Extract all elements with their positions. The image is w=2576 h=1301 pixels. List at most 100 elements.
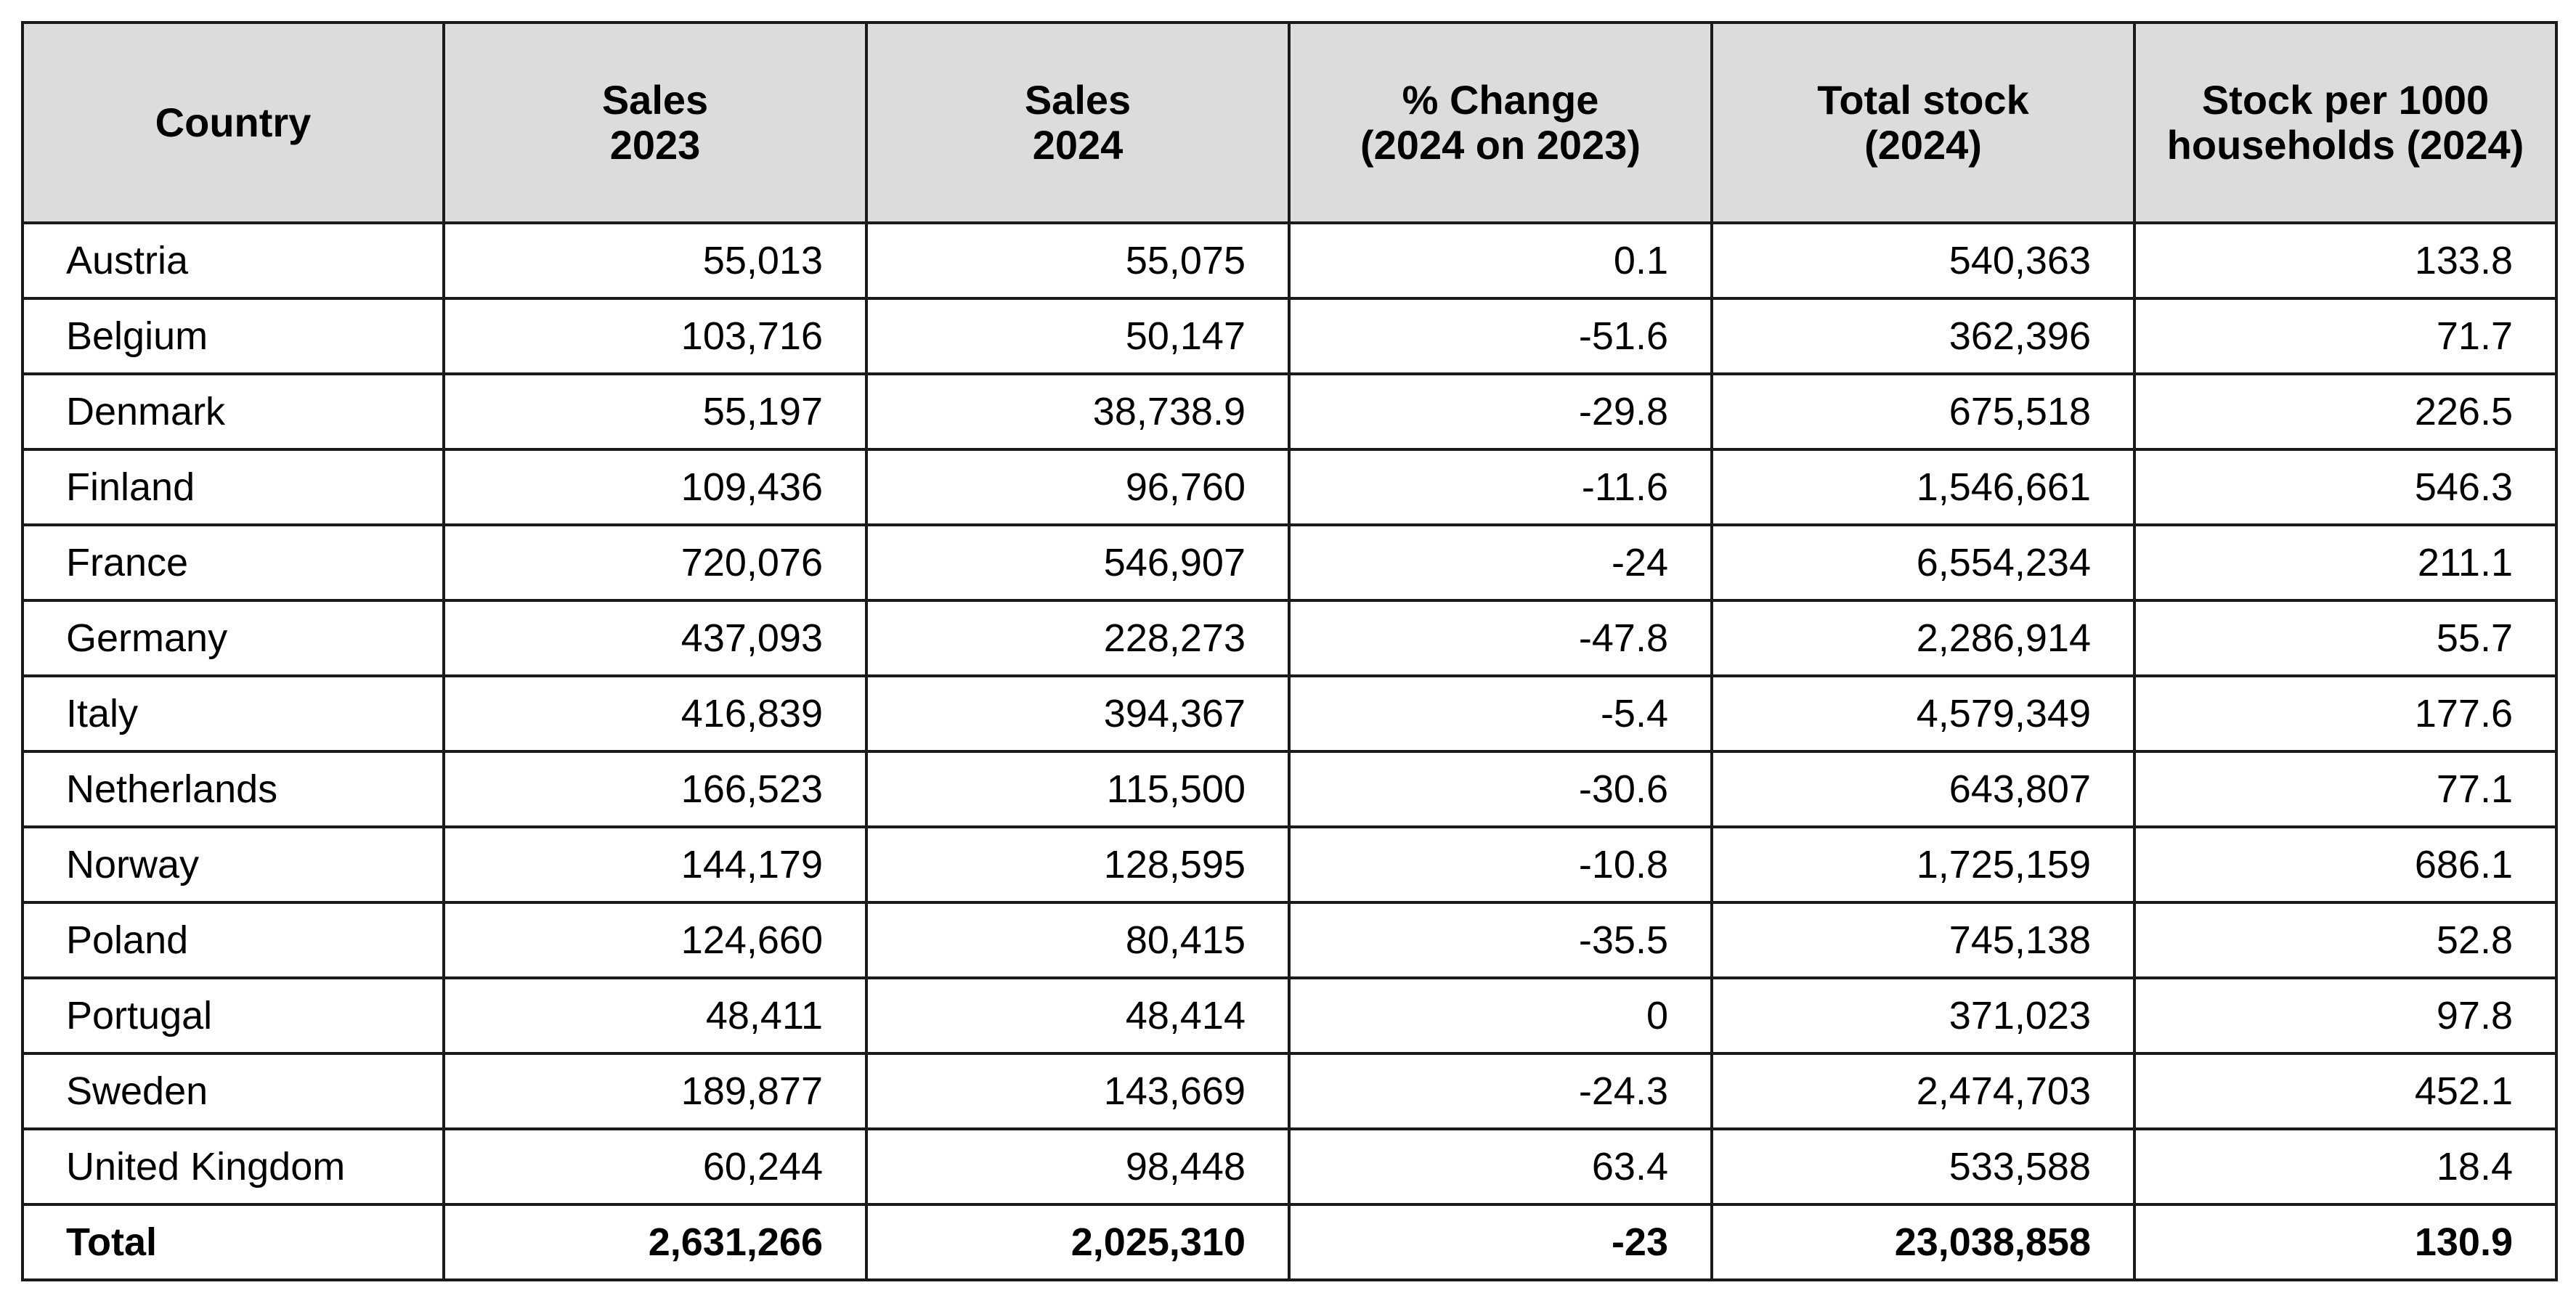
cell-sales-2024: 228,273 (865, 599, 1291, 677)
total-stock-per-1000: 130.9 (2133, 1203, 2558, 1281)
cell-sales-2024: 80,415 (865, 901, 1291, 979)
table-row: Italy 416,839 394,367 -5.4 4,579,349 177.6 (21, 674, 2558, 753)
cell-stock-per-1000: 177.6 (2133, 674, 2558, 753)
cell-stock-per-1000: 133.8 (2133, 221, 2558, 300)
cell-sales-2023: 124,660 (442, 901, 868, 979)
cell-sales-2024: 96,760 (865, 448, 1291, 526)
cell-total-stock: 675,518 (1710, 372, 2136, 451)
data-table-container: Country Sales 2023 Sales 2024 % Change (… (21, 21, 2558, 1281)
table-row: Norway 144,179 128,595 -10.8 1,725,159 686.1 (21, 825, 2558, 904)
cell-stock-per-1000: 546.3 (2133, 448, 2558, 526)
total-row: Total 2,631,266 2,025,310 -23 23,038,858… (21, 1203, 2558, 1281)
cell-percent-change: -47.8 (1288, 599, 1713, 677)
cell-sales-2024: 394,367 (865, 674, 1291, 753)
cell-percent-change: 0 (1288, 976, 1713, 1055)
cell-stock-per-1000: 71.7 (2133, 297, 2558, 375)
cell-sales-2023: 144,179 (442, 825, 868, 904)
cell-country: Belgium (21, 297, 445, 375)
cell-total-stock: 1,725,159 (1710, 825, 2136, 904)
cell-total-stock: 4,579,349 (1710, 674, 2136, 753)
cell-sales-2023: 189,877 (442, 1052, 868, 1130)
header-total-stock: Total stock (2024) (1710, 21, 2136, 224)
cell-total-stock: 1,546,661 (1710, 448, 2136, 526)
cell-total-stock: 533,588 (1710, 1127, 2136, 1206)
table-body: Austria 55,013 55,075 0.1 540,363 133.8 Belgiu… (21, 221, 2558, 1281)
cell-country: United Kingdom (21, 1127, 445, 1206)
cell-country: Sweden (21, 1052, 445, 1130)
table-row: Germany 437,093 228,273 -47.8 2,286,914 55.7 (21, 599, 2558, 677)
cell-total-stock: 2,474,703 (1710, 1052, 2136, 1130)
table-row: Portugal 48,411 48,414 0 371,023 97.8 (21, 976, 2558, 1055)
cell-percent-change: -51.6 (1288, 297, 1713, 375)
cell-sales-2023: 55,197 (442, 372, 868, 451)
table-row: Netherlands 166,523 115,500 -30.6 643,807 77.… (21, 750, 2558, 828)
cell-total-stock: 371,023 (1710, 976, 2136, 1055)
header-stock-per-1000: Stock per 1000 households (2024) (2133, 21, 2558, 224)
table-row: France 720,076 546,907 -24 6,554,234 211.1 (21, 523, 2558, 602)
cell-stock-per-1000: 226.5 (2133, 372, 2558, 451)
cell-stock-per-1000: 77.1 (2133, 750, 2558, 828)
cell-stock-per-1000: 686.1 (2133, 825, 2558, 904)
cell-percent-change: 0.1 (1288, 221, 1713, 300)
table-row: Poland 124,660 80,415 -35.5 745,138 52.8 (21, 901, 2558, 979)
cell-country: France (21, 523, 445, 602)
cell-percent-change: -24.3 (1288, 1052, 1713, 1130)
cell-stock-per-1000: 452.1 (2133, 1052, 2558, 1130)
cell-percent-change: 63.4 (1288, 1127, 1713, 1206)
cell-stock-per-1000: 97.8 (2133, 976, 2558, 1055)
cell-sales-2024: 55,075 (865, 221, 1291, 300)
table-row: Belgium 103,716 50,147 -51.6 362,396 71.7 (21, 297, 2558, 375)
header-sales-2023: Sales 2023 (442, 21, 868, 224)
header-row: Country Sales 2023 Sales 2024 % Change (… (21, 21, 2558, 224)
table-row: United Kingdom 60,244 98,448 63.4 533,588 18.… (21, 1127, 2558, 1206)
total-sales-2024: 2,025,310 (865, 1203, 1291, 1281)
total-percent-change: -23 (1288, 1203, 1713, 1281)
cell-sales-2023: 416,839 (442, 674, 868, 753)
cell-percent-change: -10.8 (1288, 825, 1713, 904)
table-row: Austria 55,013 55,075 0.1 540,363 133.8 (21, 221, 2558, 300)
header-sales-2024: Sales 2024 (865, 21, 1291, 224)
cell-country: Norway (21, 825, 445, 904)
cell-total-stock: 6,554,234 (1710, 523, 2136, 602)
cell-sales-2024: 115,500 (865, 750, 1291, 828)
cell-sales-2024: 50,147 (865, 297, 1291, 375)
cell-percent-change: -29.8 (1288, 372, 1713, 451)
cell-sales-2024: 38,738.9 (865, 372, 1291, 451)
cell-country: Portugal (21, 976, 445, 1055)
cell-stock-per-1000: 211.1 (2133, 523, 2558, 602)
table-row: Sweden 189,877 143,669 -24.3 2,474,703 452.1 (21, 1052, 2558, 1130)
cell-sales-2023: 103,716 (442, 297, 868, 375)
cell-country: Denmark (21, 372, 445, 451)
cell-sales-2024: 143,669 (865, 1052, 1291, 1130)
table-header: Country Sales 2023 Sales 2024 % Change (… (21, 21, 2558, 224)
table-row: Finland 109,436 96,760 -11.6 1,546,661 546.3 (21, 448, 2558, 526)
total-label: Total (21, 1203, 445, 1281)
cell-total-stock: 540,363 (1710, 221, 2136, 300)
table-row: Denmark 55,197 38,738.9 -29.8 675,518 226.5 (21, 372, 2558, 451)
cell-sales-2023: 109,436 (442, 448, 868, 526)
cell-sales-2024: 128,595 (865, 825, 1291, 904)
cell-percent-change: -5.4 (1288, 674, 1713, 753)
cell-stock-per-1000: 52.8 (2133, 901, 2558, 979)
cell-stock-per-1000: 18.4 (2133, 1127, 2558, 1206)
cell-percent-change: -11.6 (1288, 448, 1713, 526)
cell-stock-per-1000: 55.7 (2133, 599, 2558, 677)
cell-total-stock: 745,138 (1710, 901, 2136, 979)
total-sales-2023: 2,631,266 (442, 1203, 868, 1281)
cell-sales-2023: 48,411 (442, 976, 868, 1055)
cell-percent-change: -35.5 (1288, 901, 1713, 979)
header-percent-change: % Change (2024 on 2023) (1288, 21, 1713, 224)
cell-total-stock: 362,396 (1710, 297, 2136, 375)
cell-sales-2023: 166,523 (442, 750, 868, 828)
total-stock: 23,038,858 (1710, 1203, 2136, 1281)
cell-total-stock: 2,286,914 (1710, 599, 2136, 677)
cell-country: Italy (21, 674, 445, 753)
cell-percent-change: -24 (1288, 523, 1713, 602)
sales-stock-table: Country Sales 2023 Sales 2024 % Change (… (21, 21, 2558, 1281)
cell-total-stock: 643,807 (1710, 750, 2136, 828)
cell-sales-2024: 98,448 (865, 1127, 1291, 1206)
cell-country: Germany (21, 599, 445, 677)
cell-sales-2024: 48,414 (865, 976, 1291, 1055)
cell-sales-2023: 55,013 (442, 221, 868, 300)
header-country: Country (21, 21, 445, 224)
